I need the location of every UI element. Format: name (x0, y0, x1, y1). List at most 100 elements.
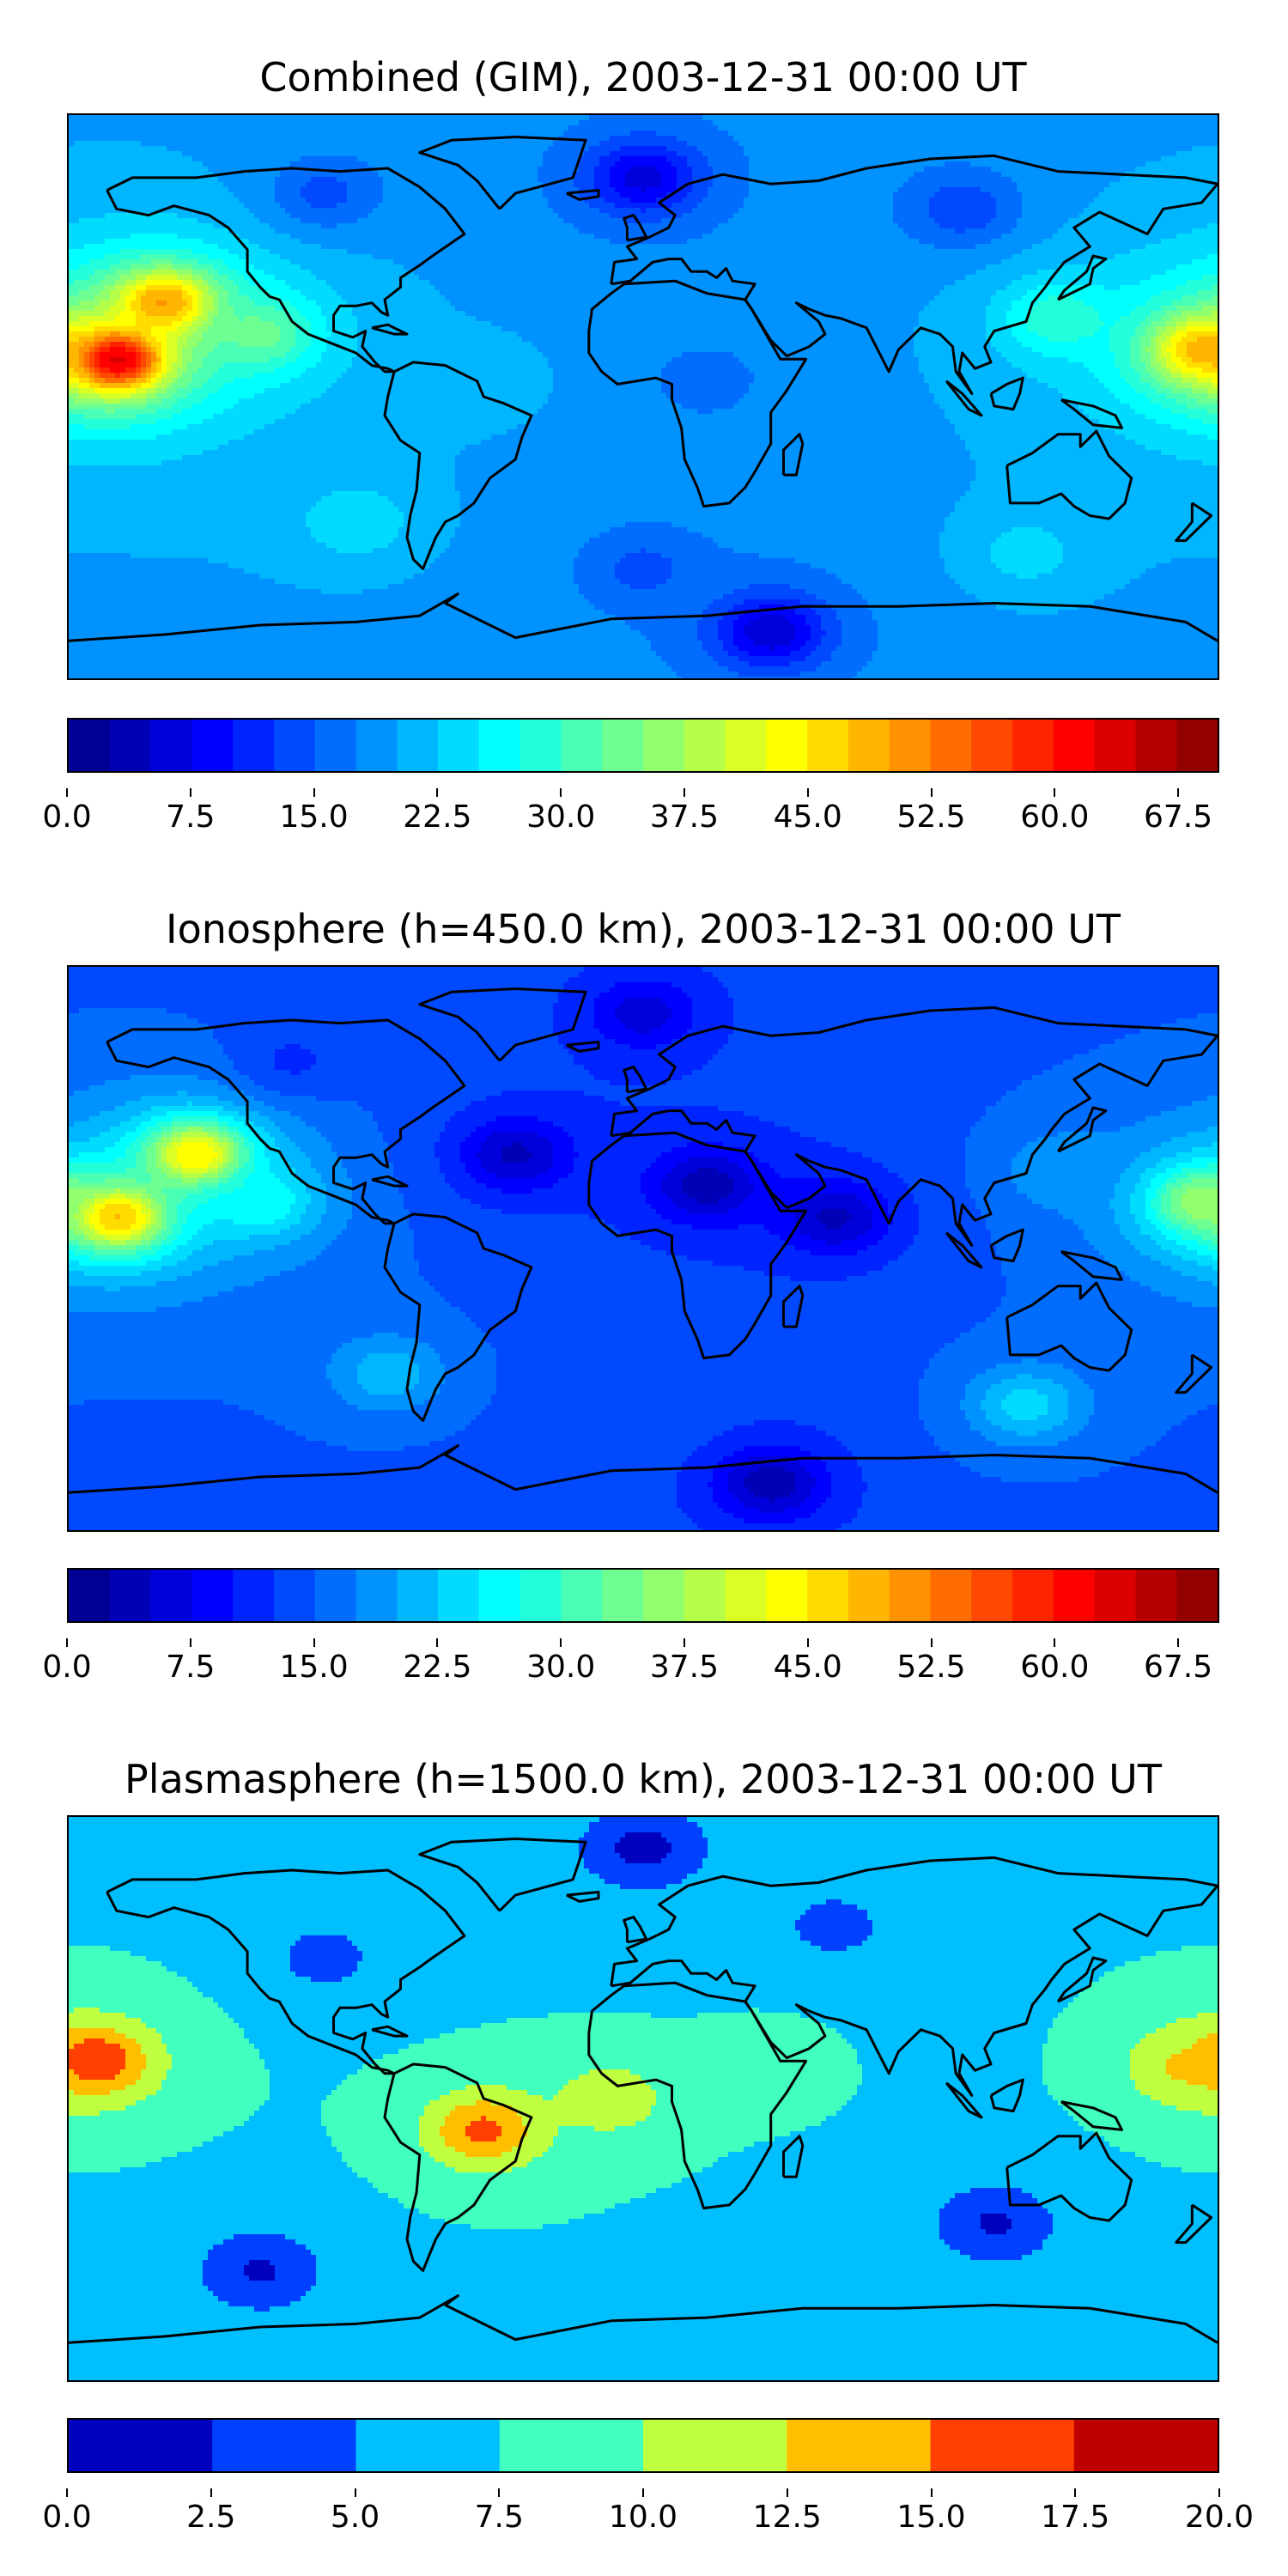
contour-cell (69, 1008, 80, 1014)
contour-cell (1161, 1436, 1218, 1442)
contour-cell (883, 1235, 914, 1241)
contour-cell (208, 1142, 219, 1148)
contour-cell (306, 197, 348, 204)
contour-cell (306, 2245, 951, 2251)
contour-cell (1161, 342, 1172, 348)
contour-cell (424, 568, 574, 574)
contour-cell (1166, 270, 1218, 276)
contour-cell (234, 311, 286, 317)
contour-cell (141, 1199, 152, 1205)
contour-cell (708, 1848, 1218, 1854)
contour-cell (414, 1358, 440, 1364)
contour-cell (69, 671, 677, 677)
contour-cell (862, 2080, 1043, 2086)
contour-cell (84, 1219, 90, 1225)
contour-cell (919, 1389, 966, 1395)
contour-cell (357, 1405, 415, 1411)
contour-cell (934, 244, 976, 250)
contour-cell (69, 527, 312, 533)
contour-cell (1176, 455, 1218, 461)
contour-cell (301, 156, 358, 162)
contour-cell (1094, 1400, 1218, 1406)
contour-cell (1176, 352, 1188, 358)
contour-cell (1099, 419, 1157, 425)
contour-cell (1115, 357, 1131, 363)
contour-cell (440, 2033, 842, 2039)
contour-cell (69, 1843, 580, 1849)
contour-cell (991, 192, 1023, 198)
contour-cell (1197, 301, 1218, 307)
contour-cell (192, 280, 204, 286)
contour-cell (1042, 2044, 1136, 2050)
contour-cell (270, 2260, 317, 2266)
contour-cell (795, 1214, 817, 1220)
contour-cell (234, 1168, 240, 1174)
contour-cell (682, 1188, 734, 1194)
contour-cell (156, 1219, 162, 1225)
contour-cell (1140, 2090, 1218, 2096)
contour-cell (192, 357, 204, 363)
contour-cell (177, 352, 183, 358)
contour-cell (352, 1183, 399, 1189)
contour-cell (146, 2059, 173, 2065)
colorbar-swatch (355, 2420, 501, 2471)
contour-cell (69, 1173, 152, 1179)
contour-cell (321, 1132, 384, 1138)
contour-cell (146, 368, 152, 374)
contour-cell (965, 1163, 1012, 1169)
contour-cell (1207, 1405, 1218, 1411)
contour-cell (146, 285, 183, 291)
contour-cell (1161, 1245, 1188, 1251)
contour-cell (538, 409, 698, 415)
contour-cell (563, 1044, 631, 1050)
contour-cell (1115, 589, 1218, 595)
contour-cell (445, 1369, 497, 1375)
contour-cell (919, 1394, 966, 1400)
contour-cell (1192, 2044, 1218, 2050)
contour-cell (1182, 378, 1198, 384)
contour-cell (136, 285, 147, 291)
contour-cell (929, 213, 997, 219)
contour-cell (1120, 316, 1146, 322)
contour-cell (965, 440, 1136, 446)
contour-cell (234, 378, 291, 384)
contour-cell (280, 172, 379, 178)
contour-cell (610, 151, 677, 157)
contour-cell (702, 1832, 1218, 1838)
contour-cell (744, 146, 1193, 152)
contour-cell (223, 1049, 276, 1055)
contour-cell (125, 1240, 142, 1246)
contour-cell (826, 630, 842, 636)
contour-cell (800, 2013, 1059, 2019)
contour-cell (311, 1977, 343, 1983)
contour-cell (733, 1024, 1162, 1030)
contour-cell (1161, 239, 1218, 245)
contour-cell (1182, 373, 1198, 379)
contour-cell (316, 1054, 574, 1060)
contour-cell (1161, 306, 1177, 312)
contour-cell (1115, 1219, 1136, 1225)
contour-cell (543, 192, 580, 198)
contour-cell (991, 239, 1043, 245)
contour-cell (208, 1168, 219, 1174)
contour-cell (1145, 316, 1162, 322)
contour-cell (1166, 393, 1188, 399)
contour-cell (69, 1513, 688, 1519)
contour-cell (69, 161, 204, 167)
contour-cell (1156, 1951, 1218, 1957)
coastline-10 (1175, 501, 1213, 543)
contour-cell (805, 1910, 868, 1916)
contour-cell (867, 1487, 1218, 1493)
contour-cell (939, 290, 997, 296)
contour-cell (275, 187, 301, 193)
contour-cell (888, 1230, 920, 1236)
contour-cell (275, 1054, 317, 1060)
colorbar-tick-mark (930, 1638, 933, 1647)
contour-cell (1094, 1405, 1208, 1411)
contour-cell (919, 1415, 966, 1421)
contour-cell (1042, 2080, 1136, 2086)
contour-cell (136, 280, 147, 286)
contour-cell (1135, 331, 1146, 337)
contour-cell (244, 1178, 281, 1184)
contour-cell (981, 2219, 1012, 2225)
